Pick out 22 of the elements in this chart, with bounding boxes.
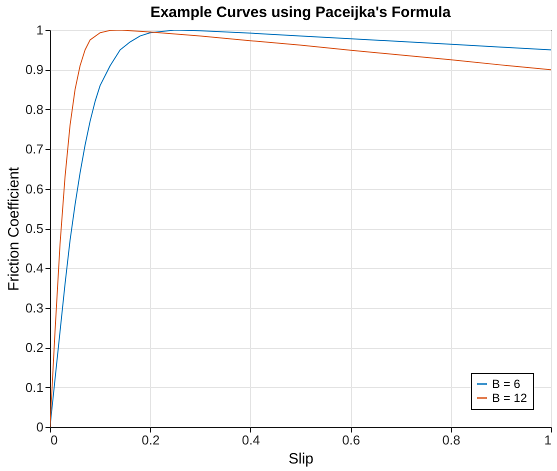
- y-axis-title: Friction Coefficient: [5, 166, 22, 291]
- y-tick-label: 0.9: [25, 62, 44, 78]
- y-tick-label: 0.1: [25, 380, 44, 395]
- x-tick-label: 0: [50, 432, 58, 448]
- x-tick-label: 0.6: [342, 432, 360, 448]
- y-tick-label: 0.4: [25, 260, 44, 276]
- x-tick-label: 0.2: [142, 432, 160, 448]
- y-tick-label: 0.3: [25, 300, 44, 316]
- y-tick-label: 1: [36, 22, 44, 38]
- chart-title: Example Curves using Paceijka's Formula: [150, 4, 452, 21]
- y-tick-label: 0.5: [25, 221, 44, 236]
- x-tick-label: 0.8: [442, 432, 460, 448]
- x-axis-title: Slip: [288, 450, 314, 468]
- y-tick-label: 0: [36, 420, 44, 434]
- y-tick-label: 0.2: [25, 340, 44, 356]
- x-tick-label: 0.4: [242, 432, 260, 448]
- y-tick-label: 0.7: [25, 142, 44, 157]
- legend-label: B = 6: [492, 377, 521, 391]
- y-tick-label: 0.6: [25, 181, 44, 196]
- legend-label: B = 12: [492, 391, 528, 405]
- y-tick-label: 0.8: [25, 102, 44, 117]
- x-tick-label: 1: [544, 432, 552, 448]
